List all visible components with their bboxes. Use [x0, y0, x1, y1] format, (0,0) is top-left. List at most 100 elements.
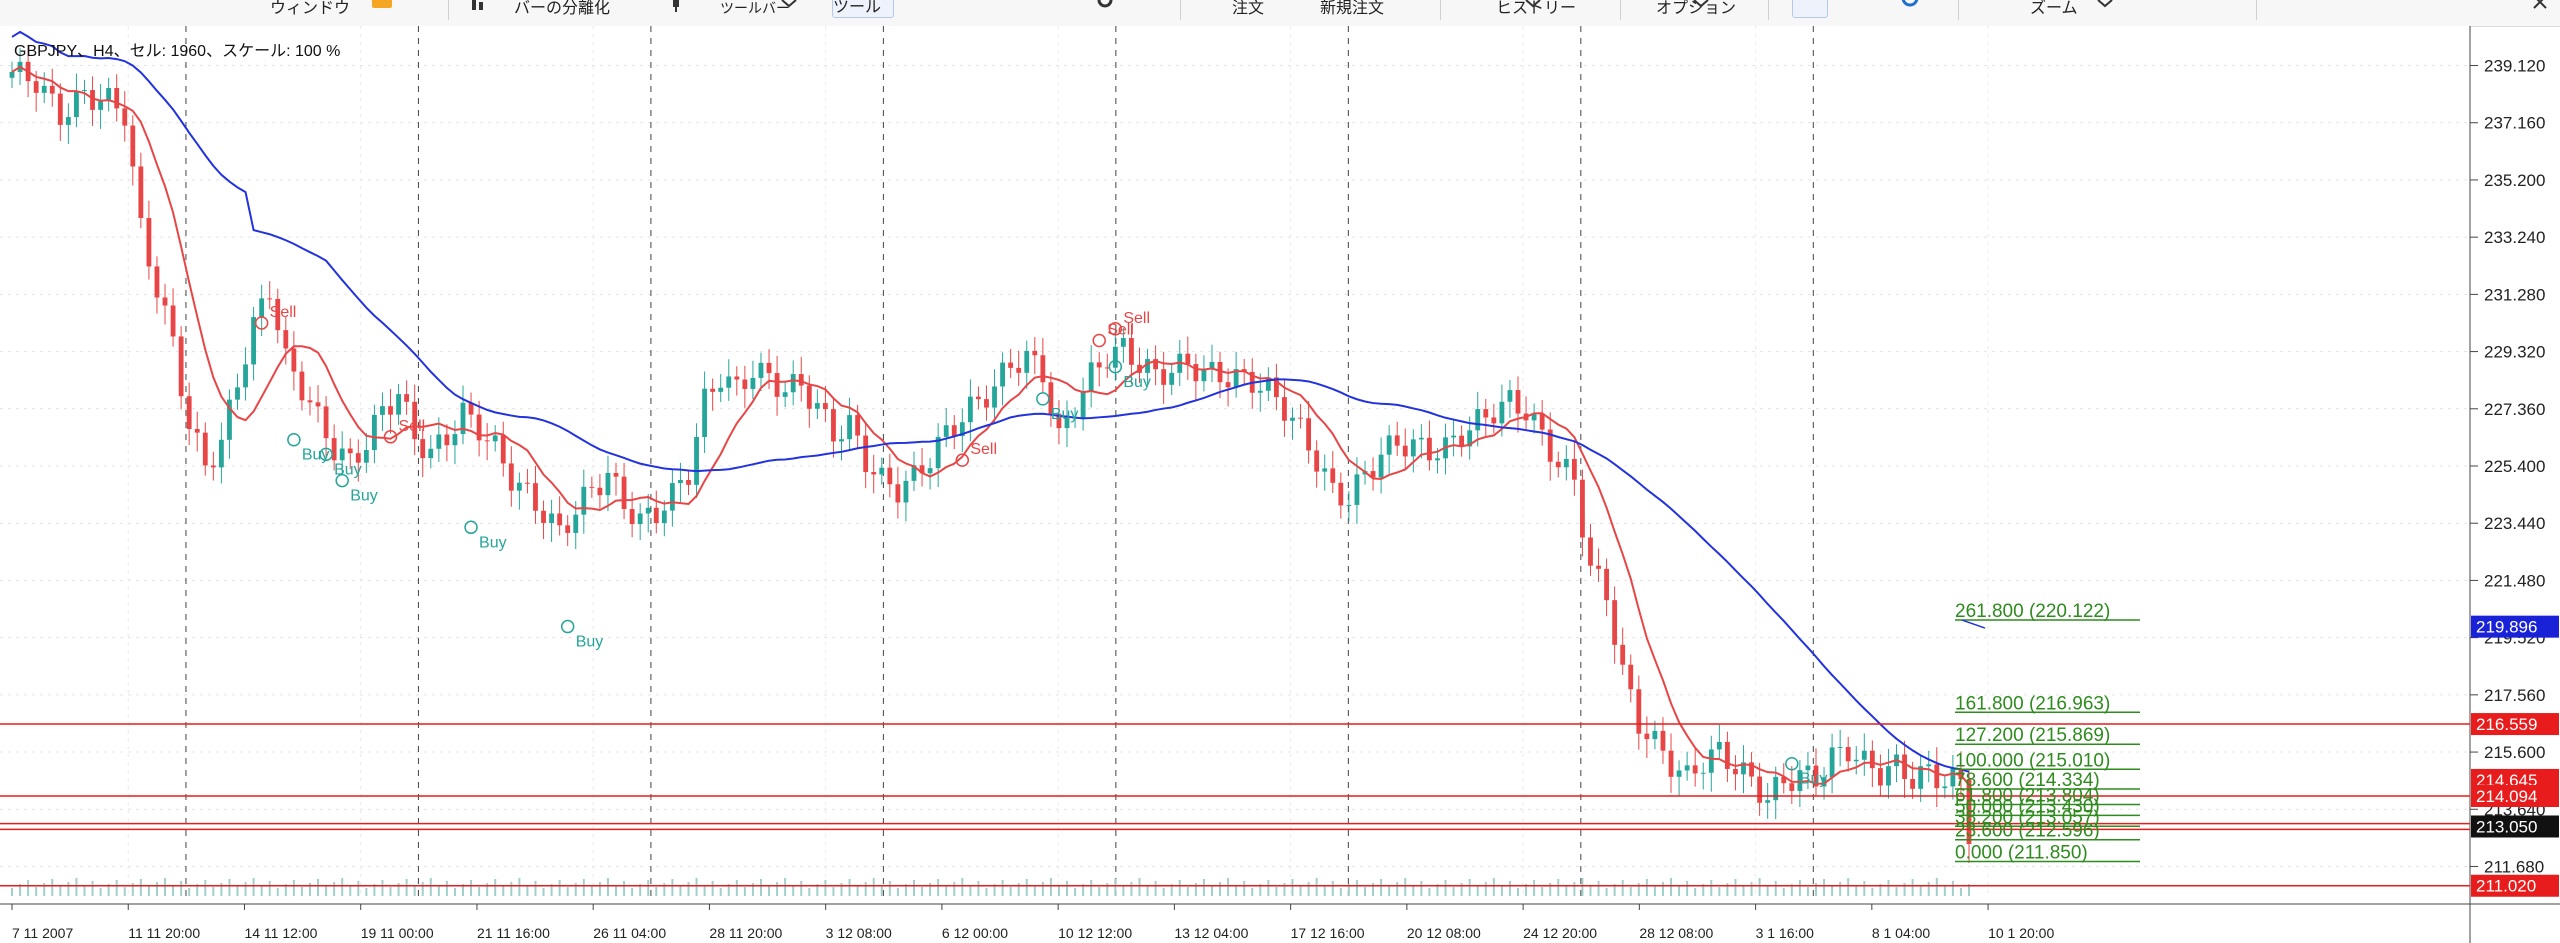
history-menu[interactable]: ヒストリー [1496, 0, 1577, 17]
tool-button[interactable]: ツール [832, 0, 894, 18]
gear-icon[interactable] [1094, 0, 1116, 12]
candle-body [1209, 361, 1215, 370]
candle-body [1499, 401, 1505, 424]
candle-body [396, 394, 401, 415]
fib-level-label: 100.000 (215.010) [1955, 750, 2110, 771]
candle-body [541, 510, 546, 523]
new-order-button[interactable]: 新規注文 [1320, 0, 1385, 17]
candle-body [1016, 367, 1022, 373]
candle-body [790, 374, 796, 393]
candle-body [1024, 350, 1030, 373]
window-color-icon[interactable] [372, 0, 392, 8]
candle-body [57, 93, 63, 125]
candle-body [1708, 749, 1714, 773]
buy-signal-marker [287, 432, 301, 447]
candle-body [911, 465, 917, 481]
buy-signal-label: Buy [350, 488, 378, 505]
candle-body [887, 467, 893, 485]
fib-level-label: 0.000 (211.850) [1955, 843, 2088, 864]
bar-split-icon[interactable] [470, 0, 492, 12]
x-tick-label: 21 11 16:00 [477, 925, 550, 941]
bar-split-label[interactable]: バーの分離化 [514, 0, 611, 17]
candle-body [1426, 437, 1432, 461]
candle-body [468, 402, 474, 415]
x-tick-label: 7 11 2007 [12, 925, 73, 941]
candle-body [694, 436, 699, 485]
candle-body [500, 435, 506, 464]
candle-body [1813, 765, 1819, 787]
candle-body [1886, 766, 1891, 786]
candle-body [74, 90, 79, 118]
candle-body [1386, 435, 1392, 455]
crosshair-button[interactable] [1792, 0, 1828, 18]
y-tick-label: 227.360 [2484, 400, 2545, 419]
candle-body [1475, 409, 1481, 431]
candle-body [283, 330, 289, 349]
candle-body [1942, 786, 1948, 789]
x-tick-label: 14 11 12:00 [244, 925, 317, 941]
candle-body [347, 448, 353, 454]
candle-body [1314, 450, 1320, 472]
candle-body [1120, 338, 1126, 347]
y-tick-label: 223.440 [2484, 514, 2545, 533]
candle-body [227, 399, 232, 440]
candle-body [806, 385, 812, 409]
candle-body [170, 305, 176, 337]
window-menu[interactable]: ウィンドウ [270, 0, 351, 17]
candle-body [855, 415, 861, 436]
search-icon[interactable] [1900, 0, 1922, 12]
candle-body [565, 525, 571, 533]
candle-body [1958, 768, 1964, 780]
candle-body [935, 436, 941, 469]
candle-body [1733, 768, 1738, 775]
price-chart[interactable]: 239.120 237.160 235.200 233.240 231.280 229.3… [0, 26, 2560, 943]
chevron-down-icon[interactable] [778, 0, 800, 12]
chevron-down-icon-3[interactable] [1690, 0, 1712, 12]
options-menu[interactable]: オプション [1656, 0, 1737, 17]
candle-body [1620, 644, 1626, 665]
candle-body [41, 85, 47, 93]
sell-signal-label: Sell [270, 304, 297, 321]
candle-body [1765, 800, 1771, 803]
candle-body [1966, 779, 1972, 844]
candle-body [1129, 338, 1134, 365]
candle-icon[interactable] [670, 0, 692, 12]
x-tick-label: 10 1 20:00 [1988, 925, 2054, 941]
plot-area [0, 26, 2470, 904]
candle-body [178, 336, 184, 397]
candle-body [355, 453, 361, 463]
candle-body [65, 117, 71, 125]
candle-body [1225, 382, 1231, 388]
y-tick-label: 211.680 [2484, 857, 2544, 876]
close-icon[interactable] [2530, 0, 2552, 12]
buy-signal-label: Buy [576, 634, 604, 651]
order-menu[interactable]: 注文 [1232, 0, 1265, 17]
candle-body [1338, 482, 1344, 506]
zoom-menu[interactable]: ズーム [2030, 0, 2078, 17]
candle-body [186, 396, 192, 430]
x-tick-label: 19 11 00:00 [361, 925, 434, 941]
candle-body [114, 88, 120, 109]
sell-signal-marker [383, 430, 398, 444]
candle-body [235, 387, 240, 400]
chevron-down-icon-4[interactable] [2094, 0, 2116, 12]
toolbar-label[interactable]: ツールバー [720, 0, 790, 16]
chevron-down-icon-2[interactable] [1522, 0, 1544, 12]
candle-body [742, 379, 748, 389]
candle-body [903, 480, 909, 503]
candle-body [243, 364, 248, 388]
candle-body [1781, 776, 1787, 784]
candle-body [251, 317, 257, 365]
candle-body [533, 483, 538, 511]
candle-body [1410, 439, 1416, 457]
candle-body [1265, 377, 1271, 391]
candle-body [1676, 770, 1682, 777]
candle-body [1233, 369, 1239, 388]
candle-body [49, 85, 55, 94]
price-tag [2471, 785, 2559, 808]
candle-body [1861, 750, 1867, 760]
buy-signal-marker [1036, 392, 1050, 406]
price-tag [2471, 815, 2559, 838]
candle-body [1652, 730, 1658, 740]
candle-body [1596, 565, 1601, 569]
